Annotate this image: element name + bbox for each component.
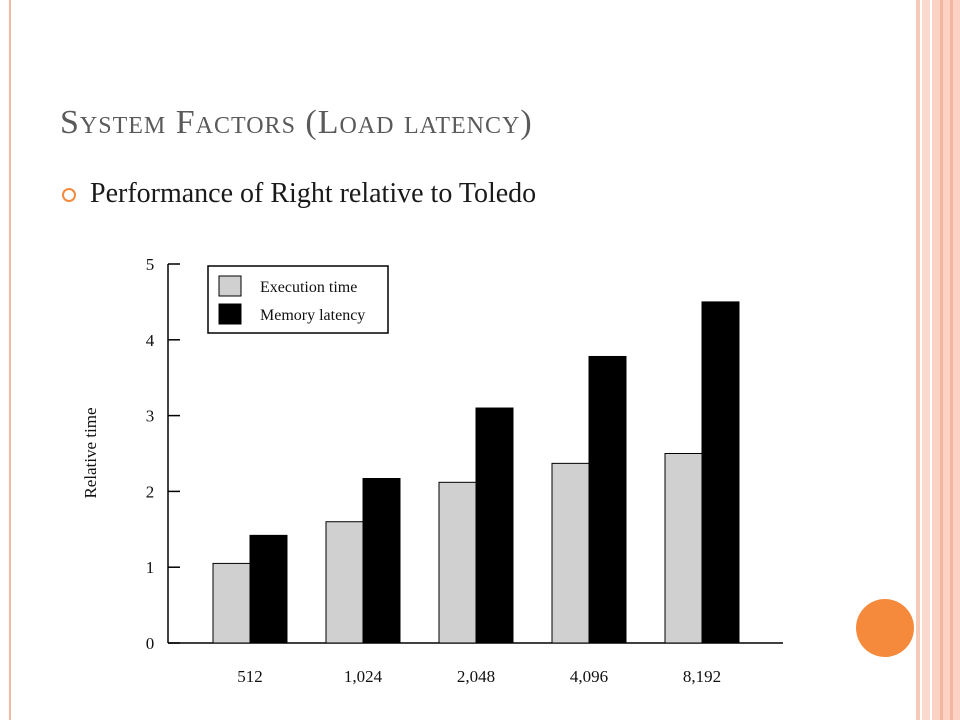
x-category-label: 512: [237, 667, 263, 686]
bullet-circle-icon: [62, 188, 76, 202]
y-tick-label: 3: [146, 407, 155, 426]
decor-stripe: [922, 0, 930, 720]
bar-execution-time: [664, 453, 703, 644]
bar-memory-latency: [475, 407, 514, 644]
decor-circle: [856, 599, 914, 657]
legend-label: Execution time: [260, 279, 357, 296]
bar-execution-time: [551, 462, 590, 644]
bar-execution-time: [438, 481, 477, 644]
chart-bars: [212, 301, 740, 644]
decor-stripe: [916, 0, 920, 720]
bar-execution-time: [212, 562, 251, 644]
legend-label: Memory latency: [260, 307, 365, 324]
chart-legend: Execution time Memory latency: [207, 265, 389, 334]
slide-title: System Factors (Load latency): [60, 104, 533, 141]
bar-memory-latency: [362, 478, 401, 644]
y-tick-label: 0: [146, 634, 155, 653]
y-tick-label: 4: [146, 331, 155, 350]
bar-memory-latency: [701, 301, 740, 644]
y-tick-label: 5: [146, 255, 155, 274]
y-axis-title: Relative time: [81, 407, 100, 498]
bar-memory-latency: [588, 355, 627, 644]
bar-execution-time: [325, 521, 364, 644]
bullet-item: Performance of Right relative to Toledo: [62, 178, 536, 210]
legend-swatch: [218, 275, 242, 297]
legend-swatch: [218, 303, 242, 325]
x-category-label: 8,192: [683, 667, 721, 686]
chart-labels: 0 1 2 3 4 5 Relative time 512 1,024 2,048 4,096 8,1…: [81, 255, 721, 686]
y-tick-label: 1: [146, 558, 155, 577]
decor-stripe: [950, 0, 953, 720]
decor-stripe: [940, 0, 943, 720]
bullet-text: Performance of Right relative to Toledo: [90, 178, 537, 209]
bar-memory-latency: [249, 534, 288, 644]
x-category-label: 2,048: [457, 667, 495, 686]
slide-left-border: [9, 0, 11, 720]
decor-stripe: [932, 0, 960, 720]
x-category-label: 4,096: [570, 667, 608, 686]
y-tick-label: 2: [146, 482, 155, 501]
x-category-label: 1,024: [344, 667, 383, 686]
